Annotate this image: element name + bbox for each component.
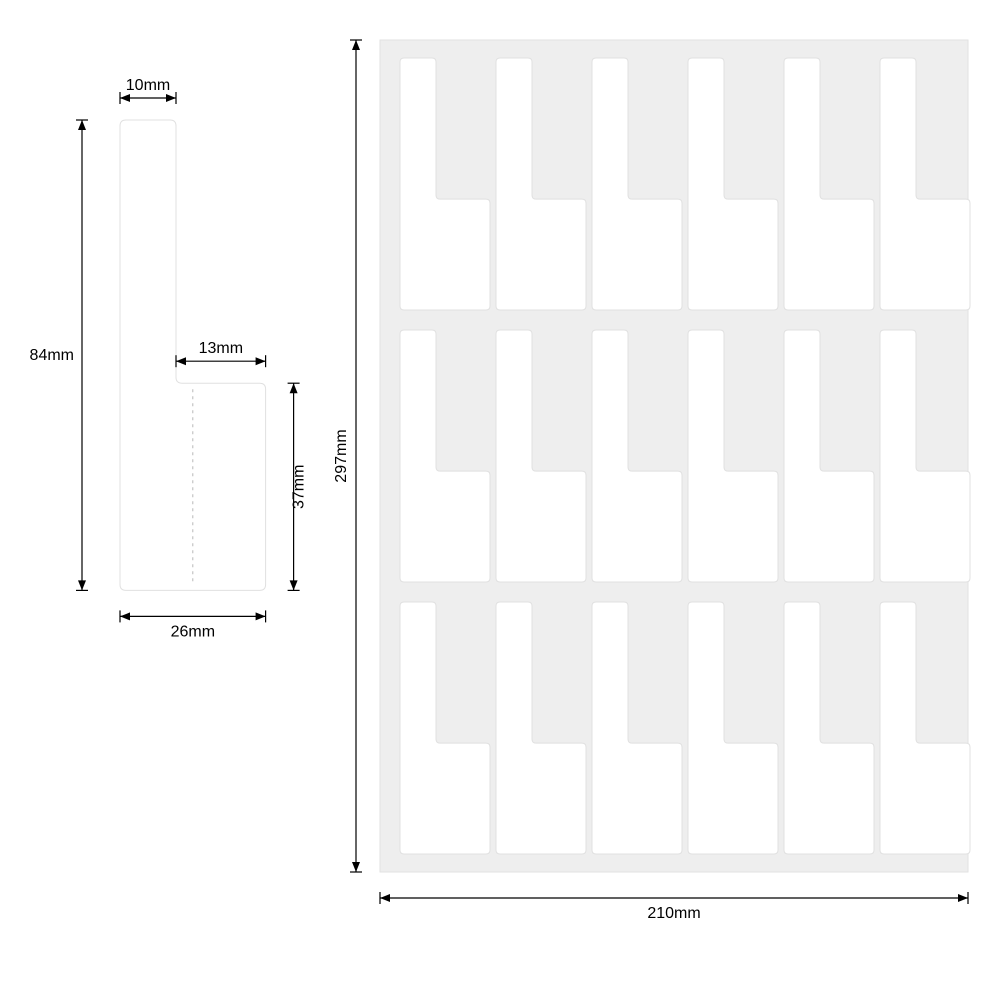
dim-body-height: 37mm — [288, 383, 308, 590]
sheet-diagram: 297mm 210mm — [333, 40, 970, 922]
dim-stem-width: 10mm — [120, 77, 176, 104]
svg-text:297mm: 297mm — [333, 429, 350, 482]
dim-step-width: 13mm — [176, 340, 266, 367]
svg-text:84mm: 84mm — [30, 347, 74, 364]
dim-total-width: 26mm — [120, 610, 266, 640]
svg-text:26mm: 26mm — [171, 623, 215, 640]
svg-text:10mm: 10mm — [126, 77, 170, 94]
dim-sheet-width: 210mm — [380, 892, 968, 922]
single-label-diagram: 10mm 84mm 13mm 37mm 26mm — [30, 77, 308, 640]
svg-text:210mm: 210mm — [647, 905, 700, 922]
dim-total-height: 84mm — [30, 120, 88, 590]
label-outline — [120, 120, 266, 590]
svg-text:13mm: 13mm — [199, 340, 243, 357]
svg-text:37mm: 37mm — [291, 465, 308, 509]
dim-sheet-height: 297mm — [333, 40, 362, 872]
